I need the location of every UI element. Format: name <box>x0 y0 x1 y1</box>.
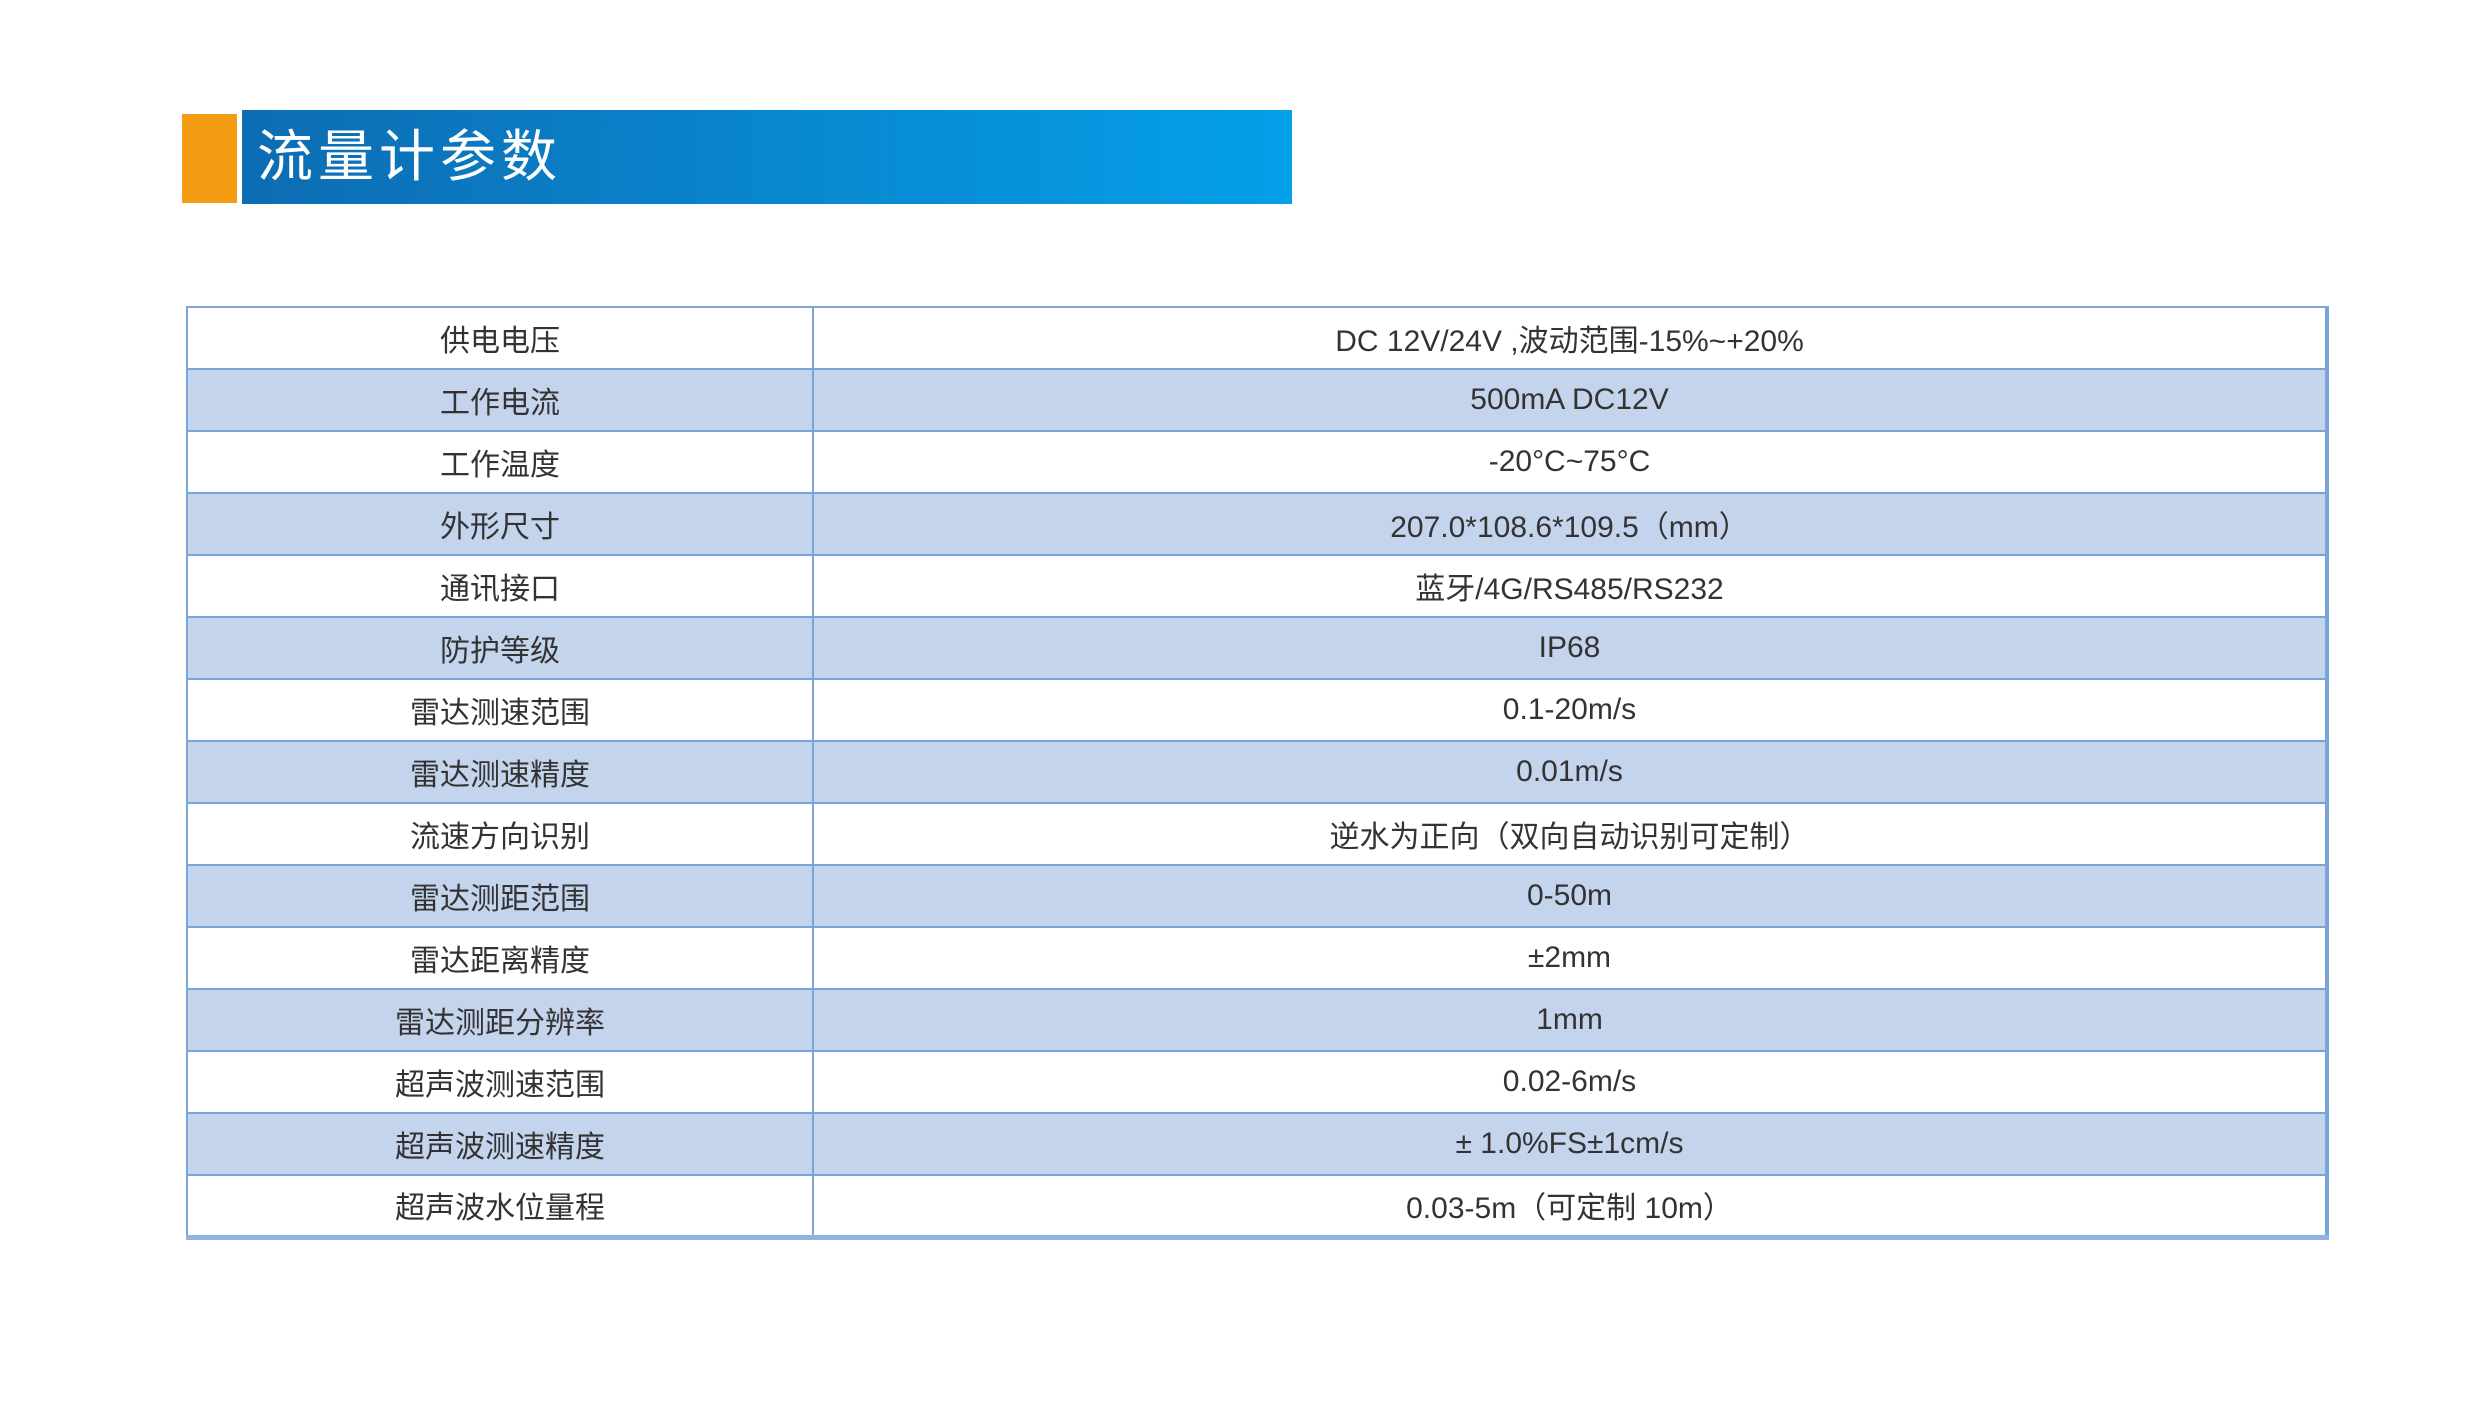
table-row: 防护等级 IP68 <box>186 616 2328 680</box>
param-name-cell: 超声波测速范围 <box>186 1050 814 1114</box>
param-value-cell: ±2mm <box>812 926 2328 990</box>
param-value-cell: 0.03-5m（可定制 10m） <box>812 1174 2328 1240</box>
table-row: 雷达距离精度 ±2mm <box>186 926 2328 990</box>
param-value-cell: 0.1-20m/s <box>812 678 2328 742</box>
table-row: 流速方向识别 逆水为正向（双向自动识别可定制） <box>186 802 2328 866</box>
param-value-cell: -20°C~75°C <box>812 430 2328 494</box>
param-value-cell: 500mA DC12V <box>812 368 2328 432</box>
header-accent-block <box>182 114 237 203</box>
param-value-cell: 207.0*108.6*109.5（mm） <box>812 492 2328 556</box>
param-value-cell: ± 1.0%FS±1cm/s <box>812 1112 2328 1176</box>
param-name-cell: 超声波水位量程 <box>186 1174 814 1240</box>
param-name-cell: 雷达测速精度 <box>186 740 814 804</box>
table-row: 雷达测距范围 0-50m <box>186 864 2328 928</box>
param-name-cell: 雷达测速范围 <box>186 678 814 742</box>
param-name-cell: 通讯接口 <box>186 554 814 618</box>
table-row: 超声波水位量程 0.03-5m（可定制 10m） <box>186 1174 2328 1240</box>
param-value-cell: IP68 <box>812 616 2328 680</box>
param-name-cell: 防护等级 <box>186 616 814 680</box>
table-row: 超声波测速精度 ± 1.0%FS±1cm/s <box>186 1112 2328 1176</box>
param-name-cell: 雷达测距分辨率 <box>186 988 814 1052</box>
table-row: 超声波测速范围 0.02-6m/s <box>186 1050 2328 1114</box>
table-row: 雷达测距分辨率 1mm <box>186 988 2328 1052</box>
param-value-cell: 0-50m <box>812 864 2328 928</box>
param-value-cell: 逆水为正向（双向自动识别可定制） <box>812 802 2328 866</box>
param-name-cell: 工作温度 <box>186 430 814 494</box>
table-row: 供电电压 DC 12V/24V ,波动范围-15%~+20% <box>186 306 2328 370</box>
param-name-cell: 工作电流 <box>186 368 814 432</box>
section-header: 流量计参数 <box>242 110 1292 204</box>
param-name-cell: 外形尺寸 <box>186 492 814 556</box>
param-value-cell: 蓝牙/4G/RS485/RS232 <box>812 554 2328 618</box>
param-name-cell: 超声波测速精度 <box>186 1112 814 1176</box>
param-value-cell: 1mm <box>812 988 2328 1052</box>
param-name-cell: 流速方向识别 <box>186 802 814 866</box>
param-name-cell: 雷达测距范围 <box>186 864 814 928</box>
table-row: 雷达测速精度 0.01m/s <box>186 740 2328 804</box>
param-value-cell: 0.02-6m/s <box>812 1050 2328 1114</box>
param-name-cell: 雷达距离精度 <box>186 926 814 990</box>
param-name-cell: 供电电压 <box>186 306 814 370</box>
table-row: 工作温度 -20°C~75°C <box>186 430 2328 494</box>
param-value-cell: 0.01m/s <box>812 740 2328 804</box>
table-row: 雷达测速范围 0.1-20m/s <box>186 678 2328 742</box>
table-row: 外形尺寸 207.0*108.6*109.5（mm） <box>186 492 2328 556</box>
spec-table: 供电电压 DC 12V/24V ,波动范围-15%~+20% 工作电流 500m… <box>186 306 2329 1240</box>
section-title: 流量计参数 <box>257 125 562 188</box>
table-row: 通讯接口 蓝牙/4G/RS485/RS232 <box>186 554 2328 618</box>
param-value-cell: DC 12V/24V ,波动范围-15%~+20% <box>812 306 2328 370</box>
table-row: 工作电流 500mA DC12V <box>186 368 2328 432</box>
